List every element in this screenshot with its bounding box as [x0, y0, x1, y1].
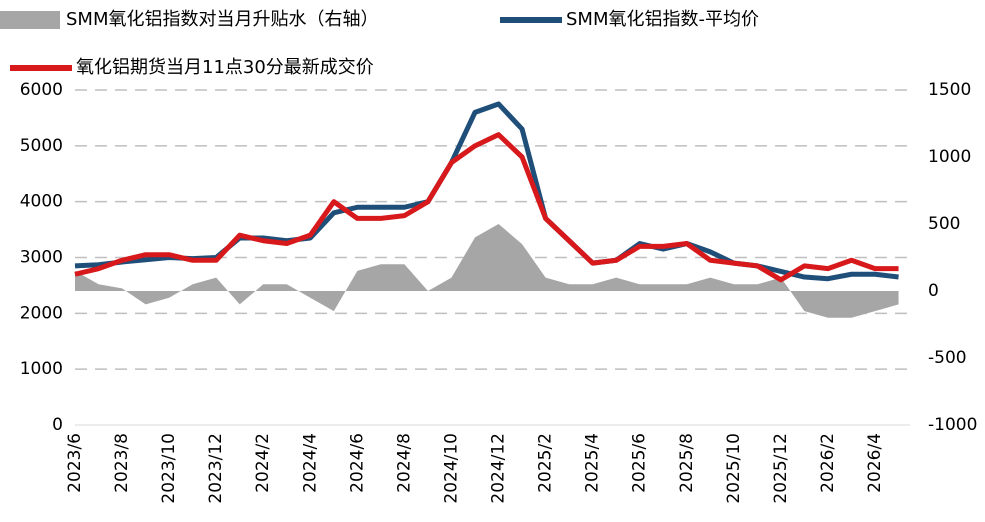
y2-tick-label: -1000 [928, 415, 977, 435]
x-tick-label: 2025/8 [677, 433, 697, 493]
y2-tick-label: -500 [928, 348, 967, 368]
y-tick-label: 1000 [20, 359, 63, 379]
legend: SMM氧化铝指数对当月升贴水（右轴） SMM氧化铝指数-平均价氧化铝期货当月11点… [0, 9, 759, 78]
legend-swatch [0, 11, 60, 29]
x-tick-label: 2024/10 [441, 433, 461, 504]
y-tick-label: 3000 [20, 248, 63, 268]
x-tick-label: 2023/12 [206, 433, 226, 504]
x-tick-label: 2023/10 [159, 433, 179, 504]
x-tick-label: 2025/6 [630, 433, 650, 493]
premium-area [75, 224, 899, 318]
x-tick-label: 2025/2 [536, 433, 556, 493]
y2-tick-label: 1500 [928, 80, 971, 100]
x-tick-label: 2026/2 [818, 433, 838, 493]
y-tick-label: 6000 [20, 80, 63, 100]
x-tick-label: 2024/2 [253, 433, 273, 493]
x-tick-label: 2024/6 [347, 433, 367, 493]
y2-tick-label: 1000 [928, 147, 971, 167]
legend-label: 氧化铝期货当月11点30分最新成交价 [76, 57, 374, 78]
x-tick-label: 2024/4 [300, 433, 320, 493]
y-tick-label: 4000 [20, 192, 63, 212]
x-tick-label: 2025/10 [724, 433, 744, 504]
x-tick-label: 2024/12 [489, 433, 509, 504]
x-tick-label: 2025/4 [583, 433, 603, 493]
x-tick-label: 2023/6 [65, 433, 85, 493]
y-tick-label: 5000 [20, 136, 63, 156]
y2-tick-label: 0 [928, 281, 939, 301]
x-tick-label: 2025/12 [771, 433, 791, 504]
x-tick-label: 2026/4 [865, 433, 885, 493]
legend-label: SMM氧化铝指数对当月升贴水（右轴） [66, 9, 379, 30]
y2-tick-label: 500 [928, 214, 960, 234]
price-line [74, 132, 899, 283]
legend-label: SMM氧化铝指数-平均价 [566, 9, 759, 30]
x-tick-label: 2023/8 [112, 433, 132, 493]
y-tick-label: 0 [52, 415, 63, 435]
y-tick-label: 2000 [20, 303, 63, 323]
x-tick-label: 2024/8 [394, 433, 414, 493]
